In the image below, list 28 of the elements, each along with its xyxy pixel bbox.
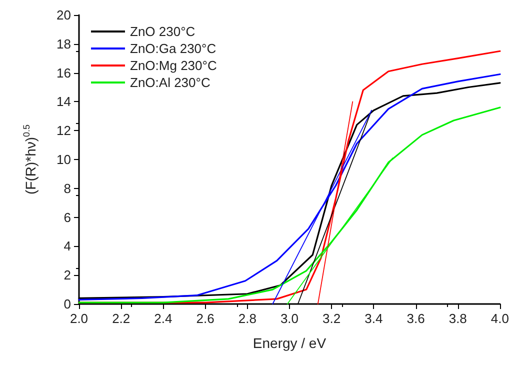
y-tick-label: 20	[56, 8, 71, 22]
x-tick-label: 2.8	[238, 311, 256, 326]
x-tick-label: 2.6	[196, 311, 214, 326]
legend-label: ZnO:Ga 230°C	[130, 41, 216, 56]
y-tick-label: 10	[56, 152, 71, 167]
x-tick-label: 3.8	[448, 311, 467, 326]
x-tick-label: 3.4	[364, 311, 383, 326]
x-tick-label: 2.0	[70, 311, 88, 326]
x-axis-title: Energy / eV	[252, 335, 327, 351]
y-tick-label: 18	[56, 36, 71, 52]
y-tick-label: 14	[56, 94, 71, 110]
x-tick-label: 4.0	[490, 311, 510, 326]
y-tick-label: 12	[56, 123, 71, 138]
y-tick-label: 4	[64, 238, 71, 254]
legend-label: ZnO 230°C	[130, 24, 196, 39]
y-tick-label: 6	[64, 210, 71, 225]
y-tick-label: 16	[56, 65, 71, 80]
y-tick-label: 8	[64, 180, 71, 196]
x-tick-label: 3.0	[280, 311, 299, 326]
legend-label: ZnO:Mg 230°C	[130, 58, 217, 73]
y-tick-label: 0	[64, 296, 71, 312]
y-tick-label: 2	[64, 268, 71, 283]
x-tick-label: 2.4	[154, 311, 172, 326]
x-tick-label: 2.2	[112, 311, 130, 326]
legend-label: ZnO:Al 230°C	[130, 75, 210, 90]
x-tick-label: 3.2	[322, 311, 341, 326]
y-axis-title: (F(R)*hν)0.5	[22, 124, 38, 195]
x-tick-label: 3.6	[406, 311, 425, 326]
